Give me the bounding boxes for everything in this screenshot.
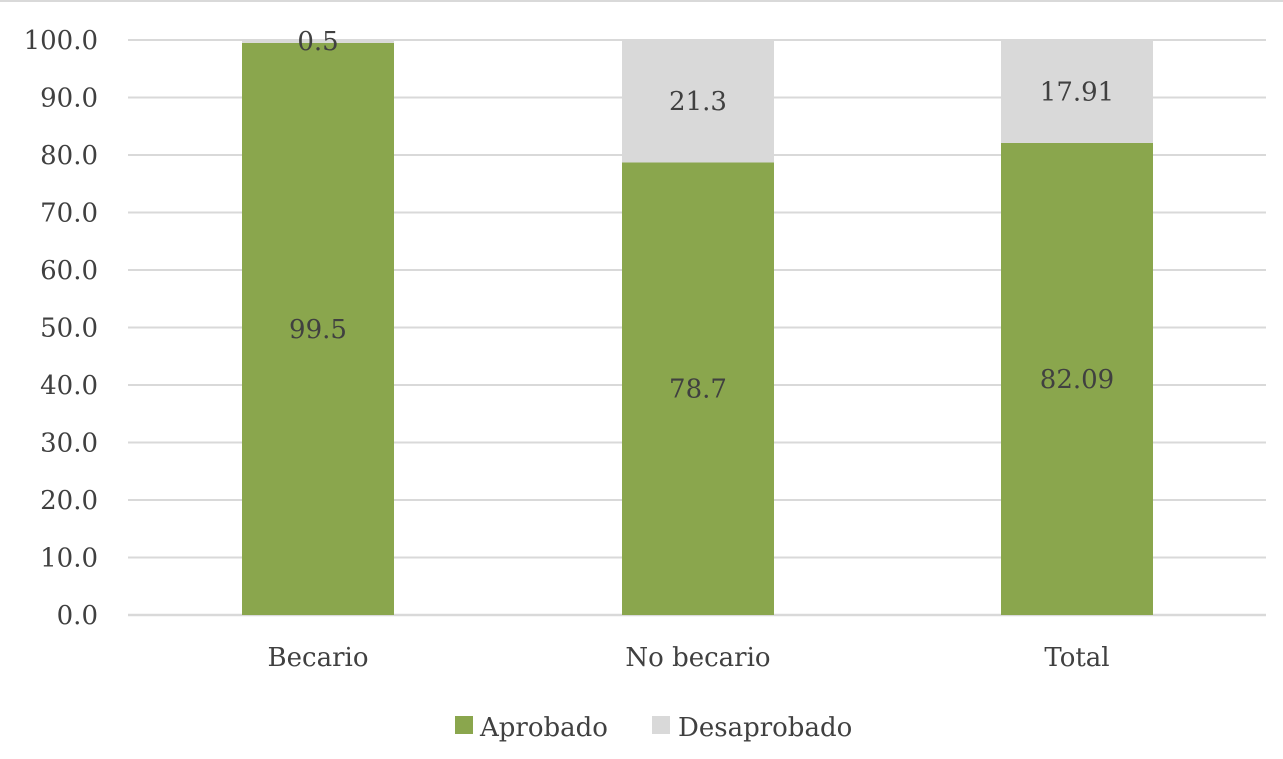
- y-tick-label: 80.0: [40, 141, 98, 171]
- bar-aprobado-no-becario: [622, 162, 774, 615]
- legend-label-aprobado: Aprobado: [479, 713, 608, 743]
- legend-swatch-desaprobado: [652, 716, 670, 734]
- category-label: Total: [1044, 643, 1109, 673]
- data-label: 17.91: [1040, 77, 1114, 107]
- data-label: 21.3: [669, 87, 727, 117]
- data-label: 82.09: [1040, 365, 1114, 395]
- y-tick-label: 10.0: [40, 544, 98, 574]
- bar-desaprobado-becario: [242, 40, 394, 43]
- bar-aprobado-total: [1001, 142, 1153, 616]
- bar-desaprobado-no-becario: [622, 40, 774, 163]
- data-labels: 99.5 0.5 78.7 21.3 82.09 17.91: [289, 27, 1114, 405]
- bar-desaprobado-total: [1001, 40, 1153, 143]
- y-tick-label: 90.0: [40, 84, 98, 114]
- y-tick-label: 100.0: [24, 26, 98, 56]
- bar-aprobado-becario: [242, 42, 394, 615]
- x-axis-category-labels: Becario No becario Total: [268, 643, 1110, 673]
- y-tick-label: 30.0: [40, 429, 98, 459]
- y-axis-tick-labels: 0.0 10.0 20.0 30.0 40.0 50.0 60.0 70.0 80.0 90.0 1…: [24, 26, 98, 631]
- y-tick-label: 20.0: [40, 486, 98, 516]
- category-label: No becario: [625, 643, 770, 673]
- data-label: 78.7: [669, 375, 727, 405]
- bars: [242, 40, 1153, 616]
- y-tick-label: 0.0: [57, 601, 98, 631]
- y-tick-label: 40.0: [40, 371, 98, 401]
- legend-swatch-aprobado: [455, 716, 473, 734]
- category-label: Becario: [268, 643, 369, 673]
- data-label: 0.5: [297, 27, 338, 57]
- top-border-line: [0, 0, 1283, 2]
- data-label: 99.5: [289, 315, 347, 345]
- legend: Aprobado Desaprobado: [455, 713, 852, 743]
- y-tick-label: 50.0: [40, 314, 98, 344]
- y-tick-label: 70.0: [40, 199, 98, 229]
- legend-label-desaprobado: Desaprobado: [678, 713, 852, 743]
- y-tick-label: 60.0: [40, 256, 98, 286]
